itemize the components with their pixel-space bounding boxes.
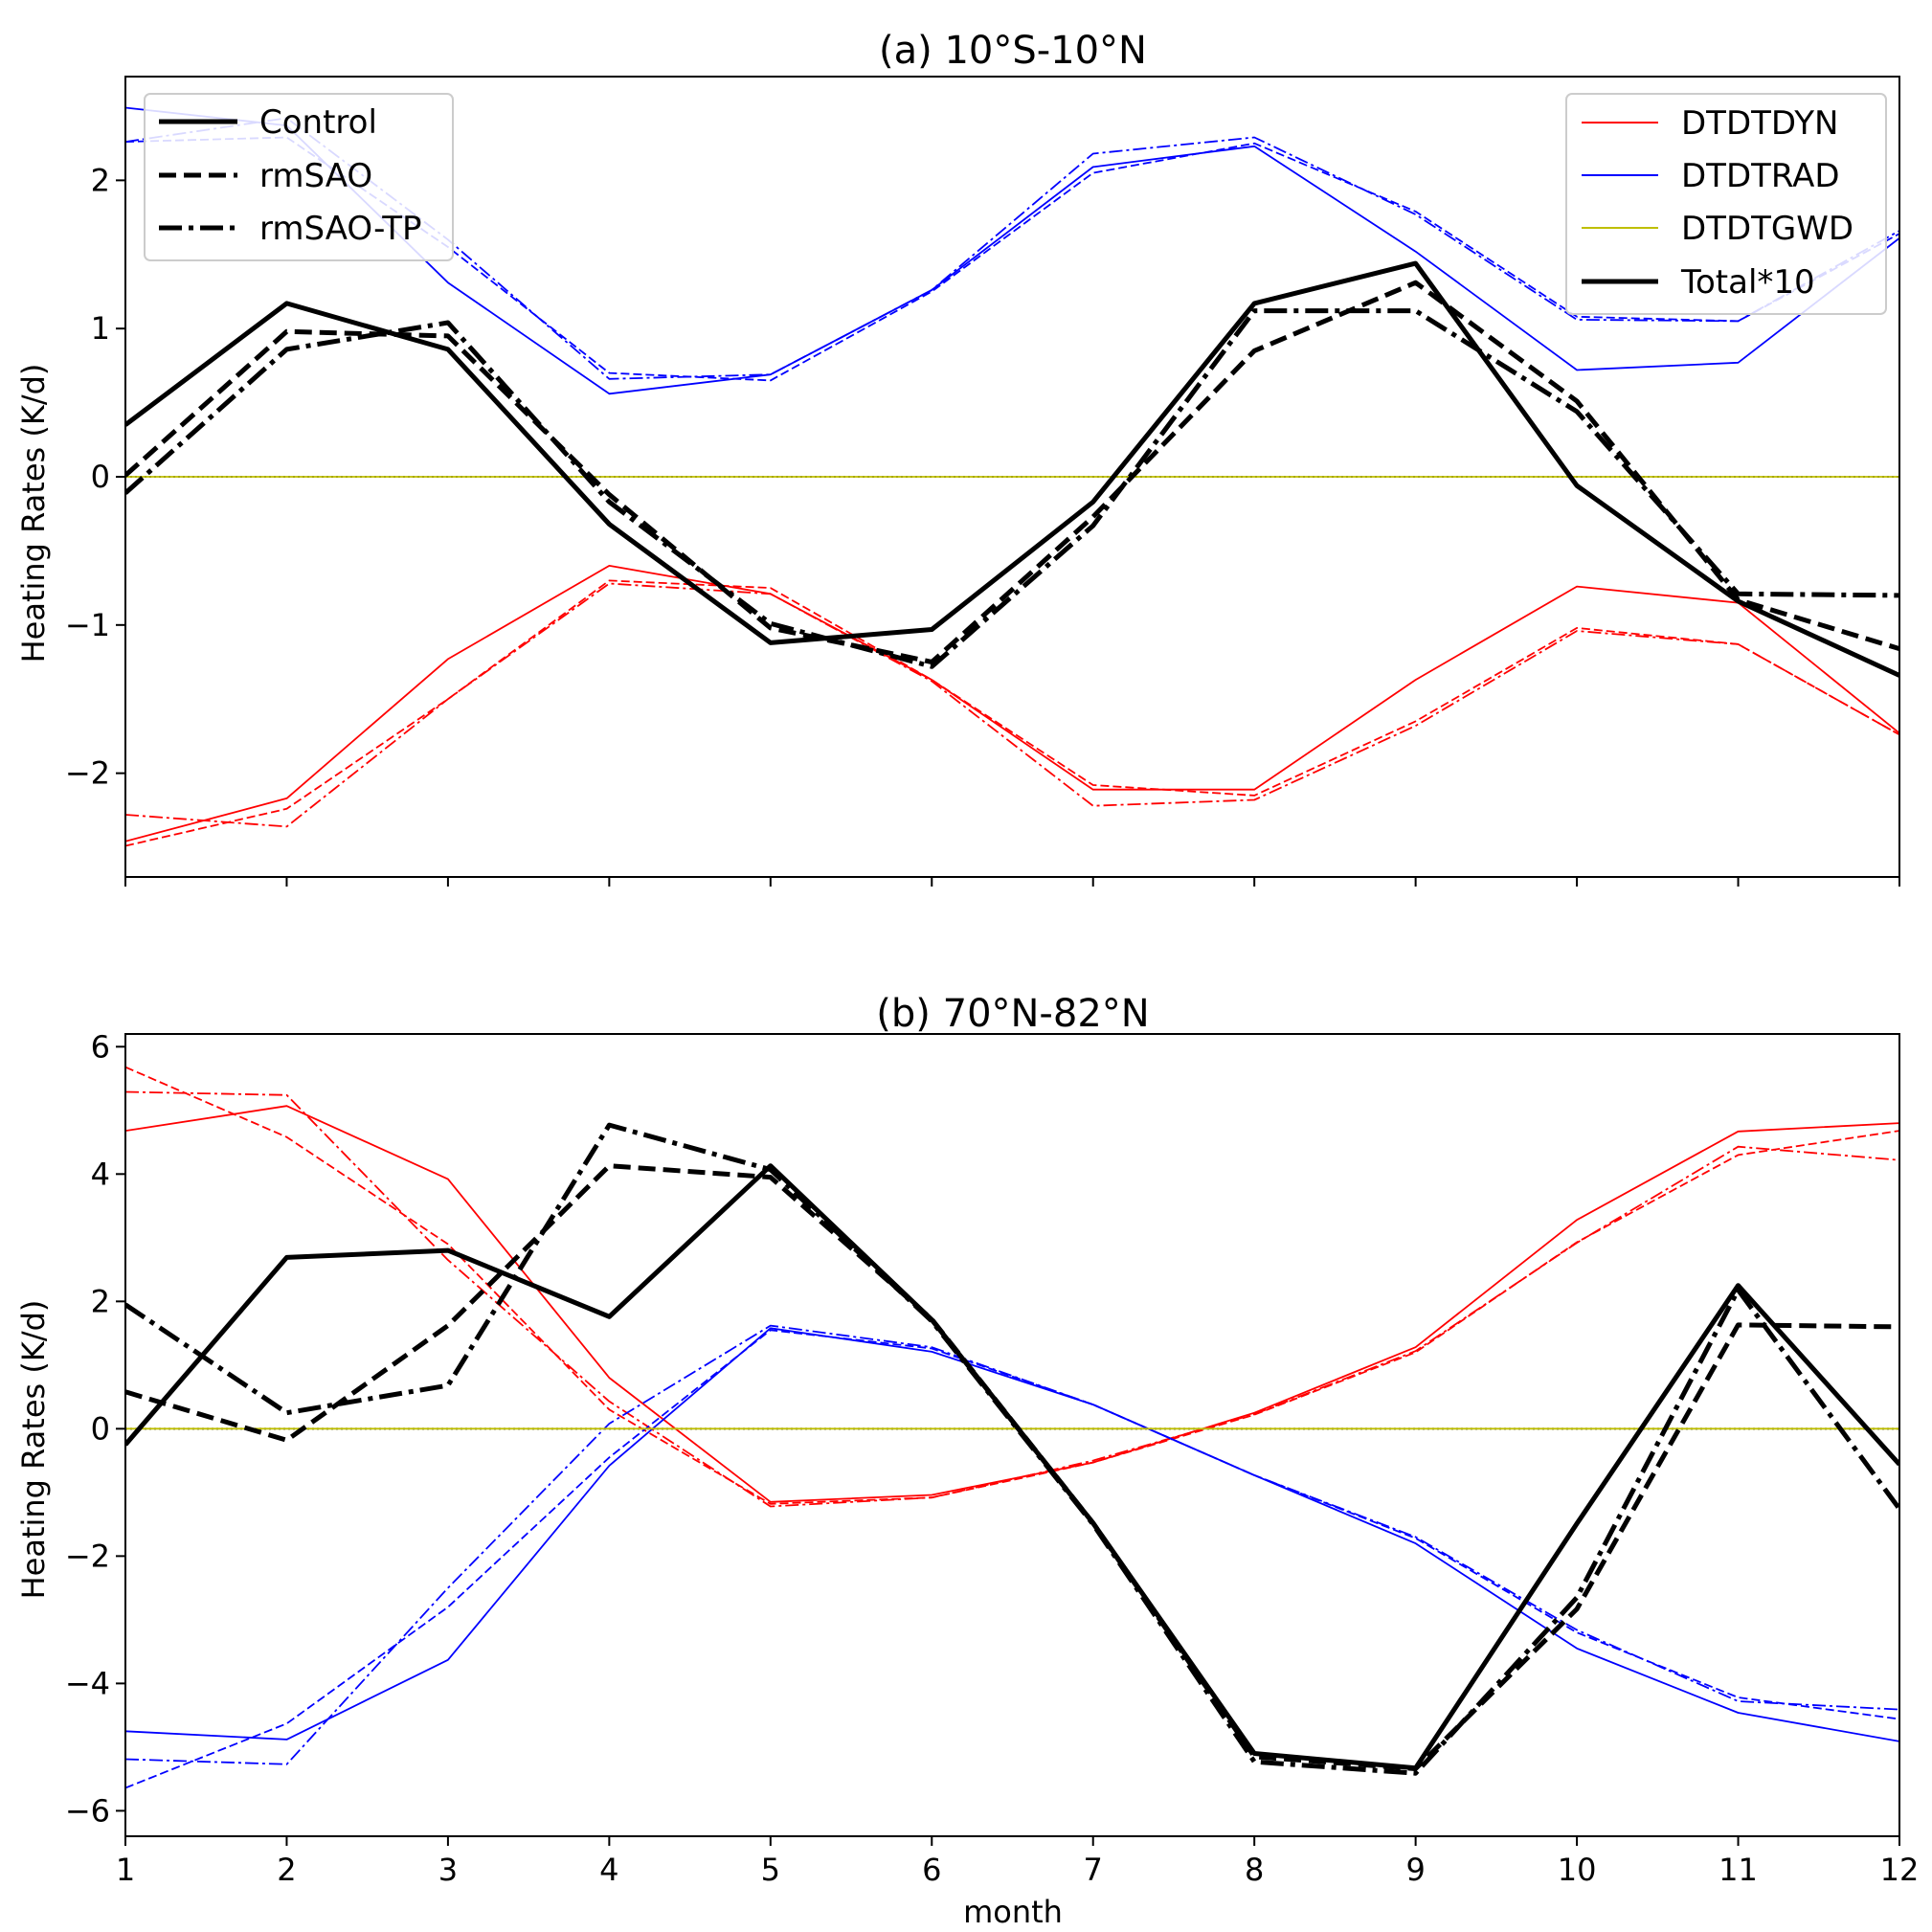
panel-b-series-total10-rmsao — [125, 1163, 1899, 1771]
panel-b-series-dtdtrad-rmsao — [125, 1329, 1899, 1789]
panel-b-xtick-label: 7 — [1084, 1852, 1103, 1888]
panel-a-title: (a) 10°S-10°N — [879, 29, 1147, 73]
panel-b-title: (b) 70°N-82°N — [876, 992, 1149, 1036]
panel-b-xtick-label: 9 — [1405, 1852, 1425, 1888]
panel-a-series-dtdtdyn-control — [125, 565, 1899, 842]
panel-b-series-dtdtrad-control — [125, 1327, 1899, 1742]
variable-legend: DTDTDYN DTDTRAD DTDTGWD Total*10 — [1565, 93, 1887, 315]
panel-a-series-dtdtdyn-rmsao-tp — [125, 582, 1899, 828]
panel-a-series-total10-rmsao-tp — [125, 308, 1899, 669]
legend-label-rmsao: rmSAO — [259, 157, 372, 195]
experiment-legend: Control rmSAO rmSAO-TP — [144, 93, 454, 261]
panel-a-series-total10-control — [125, 260, 1899, 678]
panel-a-series-dtdtdyn-rmsao — [125, 579, 1899, 847]
panel-b-xtick-label: 12 — [1880, 1852, 1920, 1888]
panel-b-xtick-label: 6 — [922, 1852, 941, 1888]
panel-a-plot-area: −2 −1 0 1 2 — [65, 76, 1900, 887]
panel-a-series-total10-rmsao — [125, 280, 1899, 664]
panel-b-series-dtdtdyn-rmsao-tp — [125, 1090, 1899, 1508]
panel-b-xtick-label: 11 — [1719, 1852, 1758, 1888]
panel-a-series-group — [125, 106, 1899, 847]
experiment-legend-frame — [144, 93, 454, 261]
legend-label-dtdtrad: DTDTRAD — [1681, 157, 1840, 195]
panel-b-series-dtdtrad-rmsao-tp — [125, 1324, 1899, 1765]
panel-b-x-axis-label: month — [963, 1894, 1063, 1930]
panel-b-ytick-label: 2 — [91, 1283, 110, 1319]
panel-b-series-dtdtdyn-rmsao — [125, 1066, 1899, 1505]
panel-b-series-group — [125, 1066, 1899, 1789]
panel-b-axes-frame — [124, 1033, 1900, 1837]
legend-label-dtdtdyn: DTDTDYN — [1681, 104, 1838, 143]
panel-b-ytick-label: 4 — [91, 1156, 110, 1192]
panel-b-xtick-label: 1 — [116, 1852, 135, 1888]
panel-b-ytick-label: 0 — [91, 1410, 110, 1447]
legend-label-rmsao-tp: rmSAO-TP — [259, 210, 422, 248]
legend-label-control: Control — [259, 103, 377, 142]
legend-label-dtdtgwd: DTDTGWD — [1681, 210, 1853, 248]
panel-a-ytick-label: 0 — [91, 459, 110, 495]
panel-a-ytick-label: 1 — [91, 310, 110, 347]
panel-a: (a) 10°S-10°N −2 −1 0 1 2 Heating Rates (K/d… — [15, 29, 1900, 887]
panel-b-xtick-label: 3 — [438, 1852, 458, 1888]
panel-b-xtick-label: 8 — [1245, 1852, 1264, 1888]
panel-a-series-dtdtrad-rmsao-tp — [125, 117, 1899, 380]
variable-legend-frame — [1565, 93, 1887, 315]
panel-b-xtick-label: 4 — [599, 1852, 618, 1888]
panel-b-ytick-label: −4 — [65, 1665, 110, 1701]
panel-b-xtick-label: 10 — [1558, 1852, 1597, 1888]
legend-label-total: Total*10 — [1680, 263, 1815, 302]
panel-a-ytick-label: −2 — [65, 755, 110, 792]
panel-a-ytick-label: 2 — [91, 162, 110, 198]
panel-b-series-dtdtdyn-control — [125, 1105, 1899, 1503]
panel-b-series-total10-rmsao-tp — [125, 1122, 1899, 1776]
panel-b-xtick-label: 2 — [277, 1852, 296, 1888]
panel-a-y-axis-label: Heating Rates (K/d) — [15, 364, 52, 663]
panel-b-xtick-label: 5 — [761, 1852, 780, 1888]
panel-a-ytick-label: −1 — [65, 607, 110, 643]
panel-b-ytick-label: −6 — [65, 1792, 110, 1829]
panel-b-ytick-label: 6 — [91, 1028, 110, 1065]
panel-b-ytick-label: −2 — [65, 1538, 110, 1574]
panel-b-y-axis-label: Heating Rates (K/d) — [15, 1300, 52, 1600]
